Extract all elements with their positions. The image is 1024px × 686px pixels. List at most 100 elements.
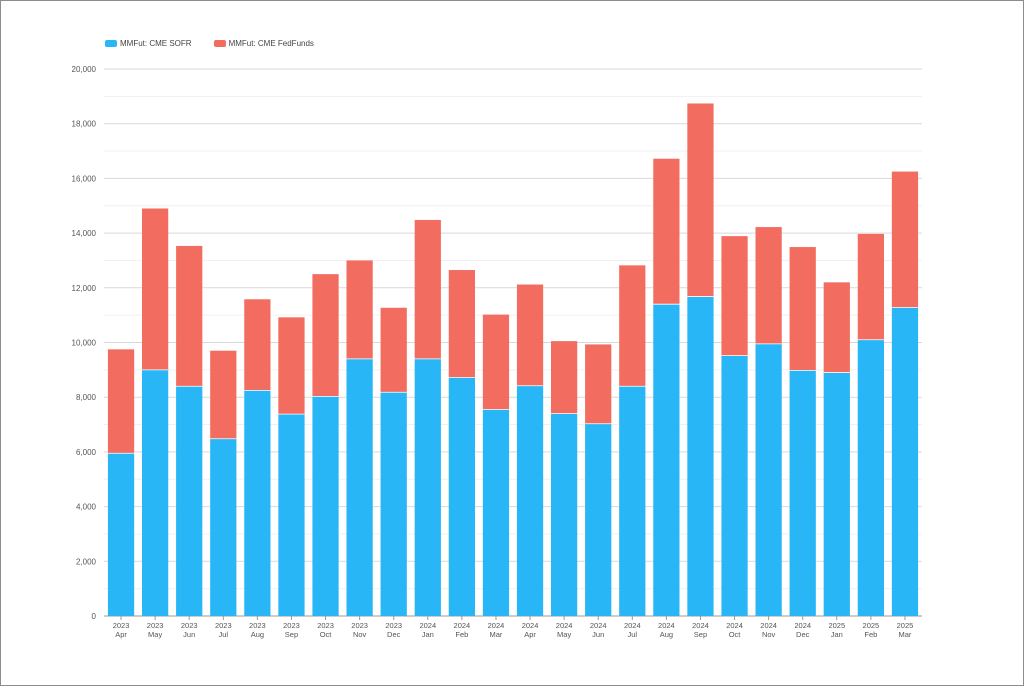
bar-fedfunds	[687, 103, 714, 297]
x-tick-label-month: Jun	[183, 630, 195, 639]
x-tick-label-year: 2023	[147, 621, 164, 630]
bar-fedfunds	[653, 158, 680, 305]
bar-sofr	[482, 409, 510, 616]
bar-fedfunds	[278, 317, 305, 415]
x-tick-label-year: 2023	[215, 621, 232, 630]
bar-fedfunds	[891, 171, 919, 308]
y-tick-label: 6,000	[76, 448, 97, 457]
bar-fedfunds	[312, 274, 339, 397]
legend-item-sofr[interactable]: MMFut: CME SOFR	[105, 39, 192, 48]
x-tick-label-month: Jun	[592, 630, 604, 639]
bar-sofr	[448, 377, 475, 616]
bar-fedfunds	[857, 233, 884, 340]
bar-fedfunds	[585, 344, 612, 424]
x-tick-label-year: 2025	[863, 621, 880, 630]
bar-sofr	[857, 339, 884, 616]
x-tick-label-month: Nov	[353, 630, 367, 639]
bar-fedfunds	[619, 265, 646, 387]
y-tick-label: 18,000	[72, 120, 97, 129]
x-tick-label-month: Sep	[694, 630, 707, 639]
bar-fedfunds	[244, 299, 271, 391]
x-tick-label-year: 2024	[624, 621, 641, 630]
x-tick-label-year: 2024	[454, 621, 471, 630]
x-tick-label-year: 2024	[760, 621, 777, 630]
x-tick-label-year: 2023	[351, 621, 368, 630]
bar-sofr	[721, 355, 748, 616]
y-tick-label: 12,000	[72, 284, 97, 293]
y-tick-label: 2,000	[76, 557, 97, 566]
x-tick-label-year: 2024	[522, 621, 539, 630]
bar-sofr	[755, 343, 782, 616]
x-tick-label-year: 2025	[897, 621, 914, 630]
bar-sofr	[210, 438, 237, 616]
x-tick-label-month: Jan	[422, 630, 434, 639]
x-tick-label-year: 2023	[181, 621, 198, 630]
x-tick-label-month: Dec	[796, 630, 810, 639]
x-tick-label-year: 2024	[556, 621, 573, 630]
bar-fedfunds	[721, 236, 748, 356]
x-tick-label-month: Aug	[660, 630, 673, 639]
x-tick-label-year: 2024	[794, 621, 811, 630]
legend-label-sofr: MMFut: CME SOFR	[120, 39, 192, 48]
legend: MMFut: CME SOFR MMFut: CME FedFunds	[105, 39, 314, 48]
x-tick-label-year: 2023	[317, 621, 334, 630]
x-tick-label-month: Jul	[627, 630, 637, 639]
x-tick-label-month: Sep	[285, 630, 298, 639]
bar-fedfunds	[380, 307, 407, 393]
x-tick-label-year: 2024	[692, 621, 709, 630]
y-tick-label: 14,000	[72, 229, 97, 238]
x-tick-label-year: 2024	[590, 621, 607, 630]
x-tick-label-month: Nov	[762, 630, 776, 639]
x-tick-label-year: 2025	[828, 621, 845, 630]
legend-item-fedfunds[interactable]: MMFut: CME FedFunds	[213, 39, 314, 48]
y-tick-label: 10,000	[72, 339, 97, 348]
bar-sofr	[619, 386, 646, 616]
bar-sofr	[346, 358, 373, 616]
bar-sofr	[312, 396, 339, 616]
y-tick-label: 4,000	[76, 503, 97, 512]
x-tick-label-month: Aug	[251, 630, 264, 639]
x-tick-label-year: 2024	[658, 621, 675, 630]
x-tick-label-month: Feb	[864, 630, 877, 639]
x-tick-label-month: Oct	[320, 630, 333, 639]
x-tick-label-month: Mar	[489, 630, 502, 639]
bar-fedfunds	[176, 245, 203, 387]
x-tick-label-month: Mar	[898, 630, 911, 639]
bar-fedfunds	[789, 247, 816, 371]
bar-sofr	[516, 385, 544, 616]
x-tick-label-year: 2023	[385, 621, 402, 630]
bar-fedfunds	[755, 227, 782, 344]
legend-swatch-fedfunds	[213, 40, 226, 47]
x-tick-label-month: May	[557, 630, 571, 639]
x-tick-label-year: 2024	[419, 621, 436, 630]
x-tick-label-year: 2023	[113, 621, 130, 630]
x-tick-label-month: Dec	[387, 630, 401, 639]
bar-fedfunds	[482, 314, 510, 410]
x-tick-label-year: 2023	[249, 621, 266, 630]
x-tick-label-month: Feb	[455, 630, 468, 639]
bar-fedfunds	[516, 284, 544, 386]
legend-label-fedfunds: MMFut: CME FedFunds	[228, 39, 314, 48]
bar-fedfunds	[107, 349, 135, 454]
bar-sofr	[823, 372, 850, 616]
y-tick-label: 8,000	[76, 393, 97, 402]
bar-sofr	[176, 386, 203, 616]
bar-sofr	[551, 413, 578, 616]
bar-sofr	[891, 307, 919, 616]
bar-fedfunds	[551, 341, 578, 414]
bar-fedfunds	[823, 282, 850, 373]
x-tick-label-month: Oct	[729, 630, 742, 639]
y-tick-label: 20,000	[72, 65, 97, 74]
bar-fedfunds	[414, 219, 441, 359]
bar-fedfunds	[142, 208, 169, 370]
legend-swatch-sofr	[105, 40, 117, 47]
bar-fedfunds	[210, 350, 237, 439]
bar-sofr	[653, 304, 680, 616]
bar-sofr	[380, 392, 407, 616]
bar-fedfunds	[346, 260, 373, 359]
bar-sofr	[585, 423, 612, 616]
bar-sofr	[142, 369, 169, 616]
x-tick-label-year: 2024	[488, 621, 505, 630]
